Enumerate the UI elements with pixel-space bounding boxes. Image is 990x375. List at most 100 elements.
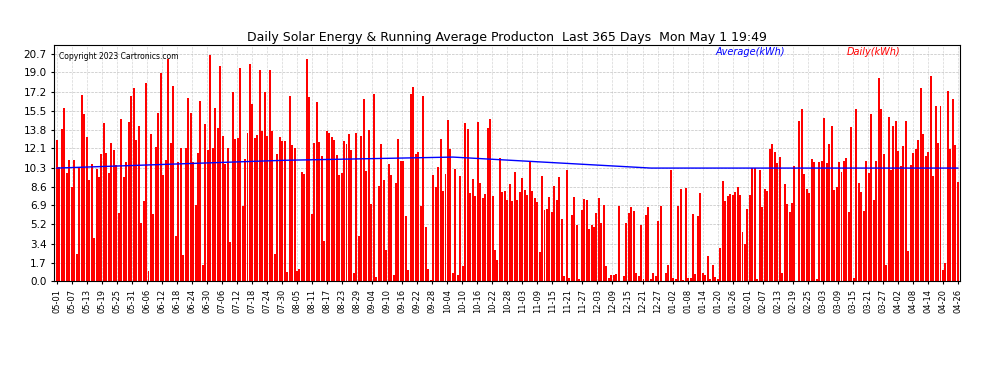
Bar [461,266,463,281]
Bar [803,174,805,281]
Bar [644,215,647,281]
Bar [316,102,318,281]
Bar [397,140,399,281]
Bar [454,169,456,281]
Bar [870,114,872,281]
Bar [766,191,768,281]
Bar [437,168,439,281]
Bar [210,55,211,281]
Bar [248,64,250,281]
Bar [481,198,483,281]
Bar [432,176,434,281]
Bar [753,168,755,281]
Bar [704,275,706,281]
Bar [709,279,711,281]
Bar [313,143,315,281]
Bar [895,122,897,281]
Bar [103,123,105,281]
Bar [865,160,867,281]
Bar [402,161,404,281]
Bar [85,137,87,281]
Bar [427,269,429,281]
Bar [560,219,562,281]
Bar [788,213,790,281]
Bar [256,135,258,281]
Bar [654,276,656,281]
Bar [776,163,778,281]
Bar [73,160,75,281]
Bar [101,154,103,281]
Bar [892,126,895,281]
Bar [501,192,503,281]
Bar [499,158,501,281]
Bar [845,158,847,281]
Bar [941,270,943,281]
Bar [219,66,221,281]
Bar [828,144,830,281]
Bar [95,170,97,281]
Bar [813,162,815,281]
Bar [600,223,602,281]
Bar [123,177,125,281]
Bar [288,96,290,281]
Bar [75,254,77,281]
Bar [907,251,909,281]
Bar [527,195,529,281]
Bar [471,180,473,281]
Bar [152,214,154,281]
Bar [763,189,765,281]
Bar [306,59,308,281]
Bar [722,181,724,281]
Bar [778,157,780,281]
Bar [925,156,927,281]
Bar [338,175,341,281]
Bar [536,202,539,281]
Bar [55,140,57,281]
Bar [456,274,458,281]
Bar [746,209,748,281]
Bar [253,138,255,281]
Bar [184,148,186,281]
Bar [568,278,570,281]
Bar [121,120,123,281]
Bar [336,155,338,281]
Bar [761,207,763,281]
Bar [836,187,838,281]
Bar [234,139,236,281]
Bar [451,273,453,281]
Bar [281,141,283,281]
Bar [573,197,575,281]
Bar [821,161,823,281]
Bar [382,180,384,281]
Bar [365,171,367,281]
Bar [392,275,394,281]
Bar [534,198,536,281]
Bar [912,153,914,281]
Bar [826,163,828,281]
Bar [131,96,132,281]
Bar [842,160,844,281]
Bar [125,162,127,281]
Bar [816,279,818,281]
Bar [603,205,605,281]
Bar [506,200,509,281]
Bar [524,190,526,281]
Bar [412,87,414,281]
Bar [667,265,669,281]
Bar [333,140,335,281]
Bar [885,265,887,281]
Bar [170,144,172,281]
Bar [628,213,630,281]
Bar [387,164,389,281]
Bar [375,277,377,281]
Bar [707,256,709,281]
Bar [362,99,364,281]
Bar [229,242,231,281]
Bar [677,206,679,281]
Bar [81,95,83,281]
Bar [860,192,862,281]
Bar [204,124,206,281]
Bar [595,213,597,281]
Bar [489,119,491,281]
Bar [714,277,717,281]
